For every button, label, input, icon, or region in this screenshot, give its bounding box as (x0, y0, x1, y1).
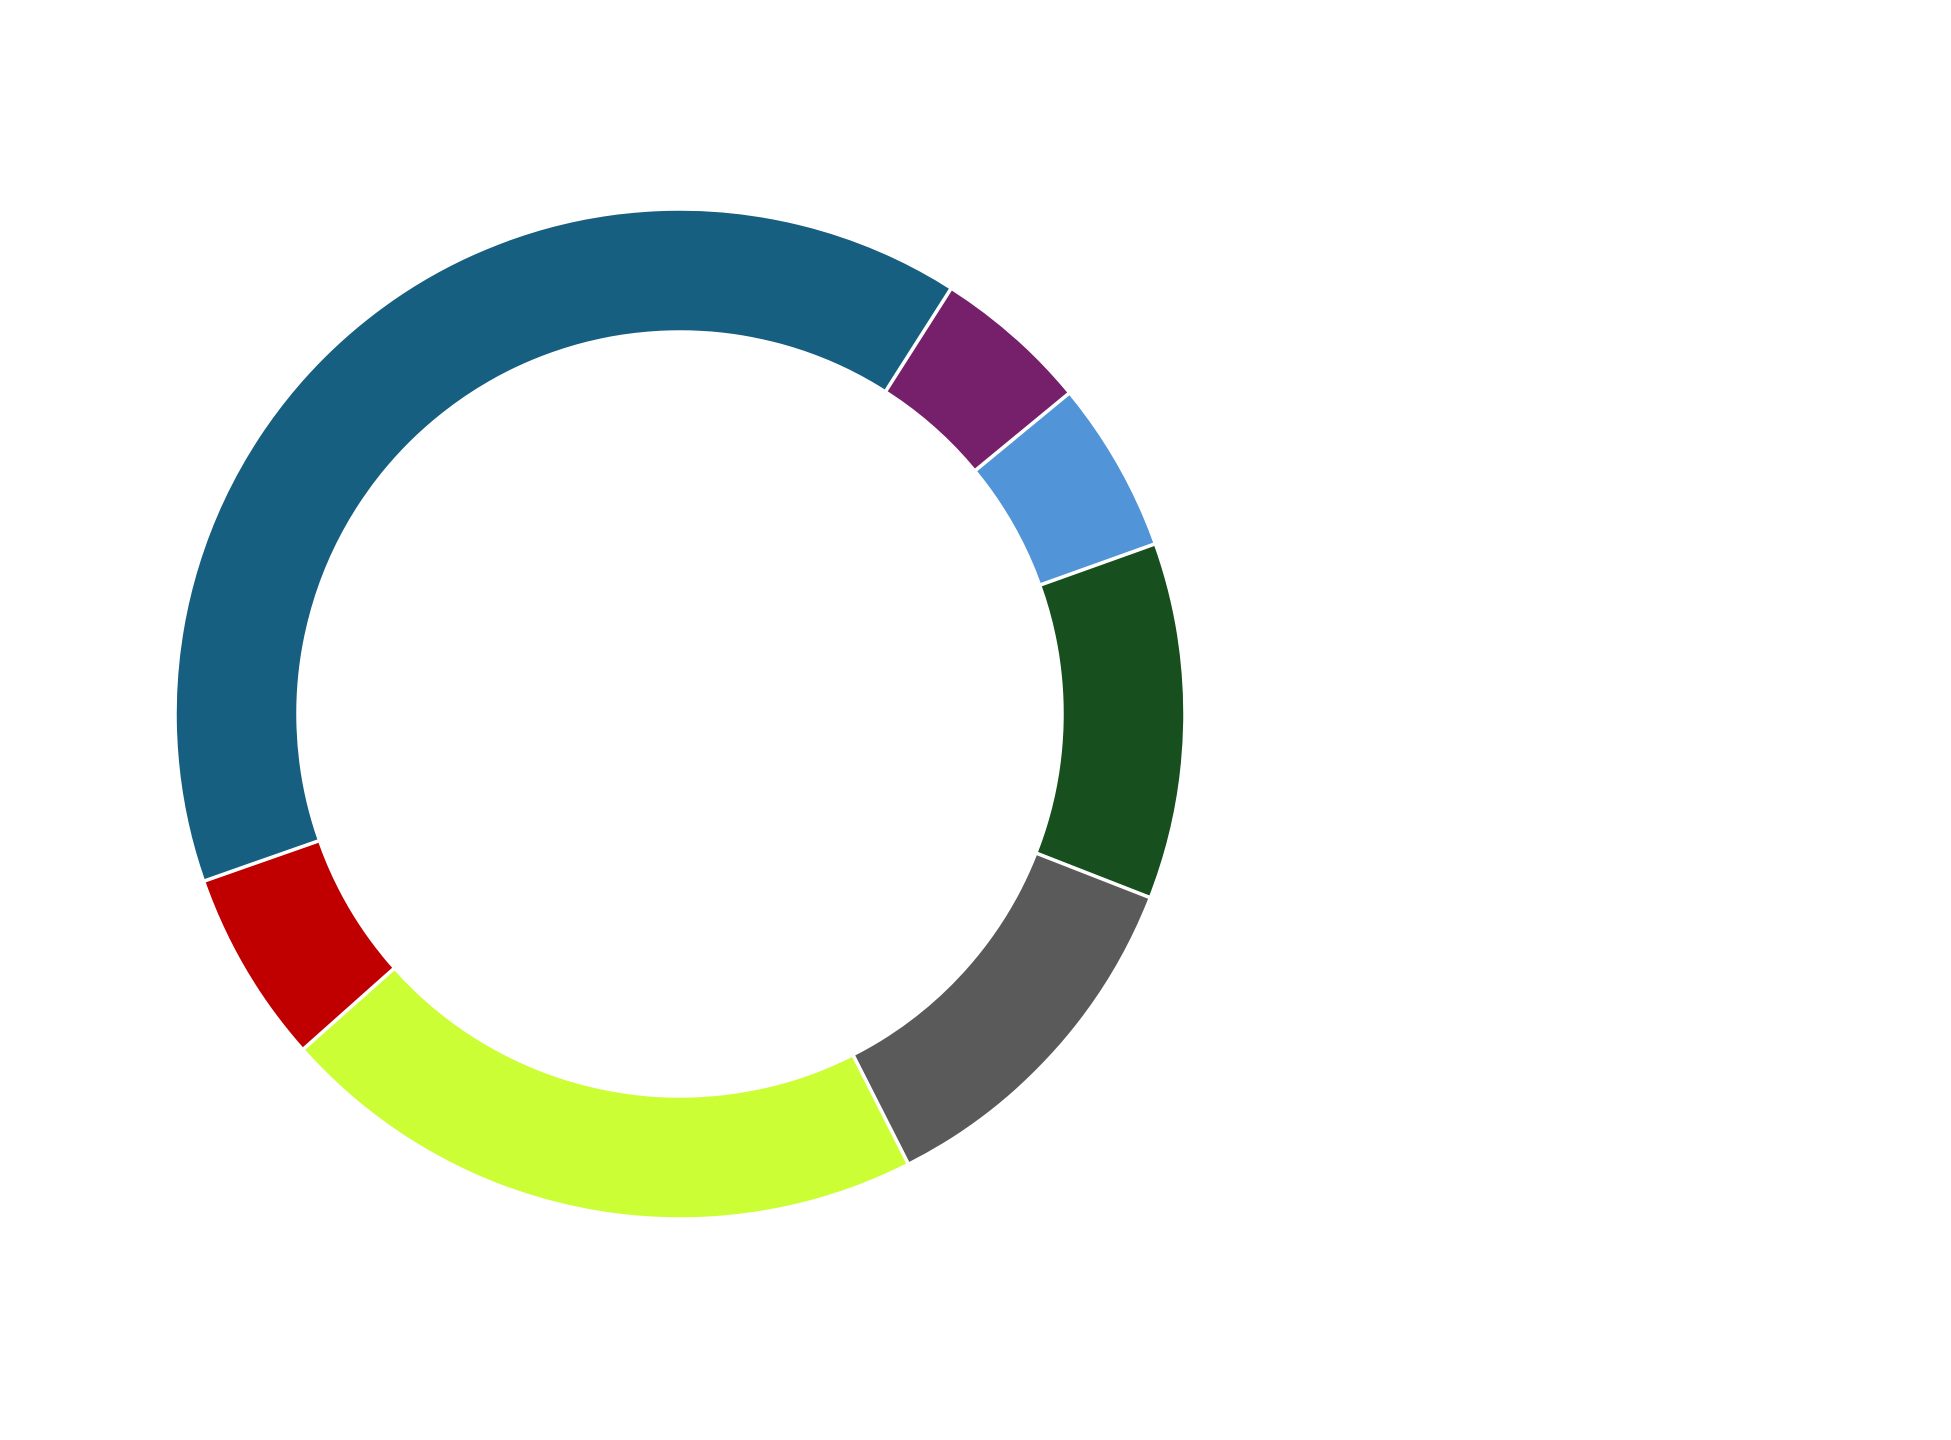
donut-slices (173, 207, 1187, 1221)
donut-slice-3 (1033, 541, 1187, 901)
donut-slice-4 (850, 850, 1153, 1167)
donut-slice-5 (300, 965, 911, 1221)
donut-slice-7 (173, 207, 954, 884)
